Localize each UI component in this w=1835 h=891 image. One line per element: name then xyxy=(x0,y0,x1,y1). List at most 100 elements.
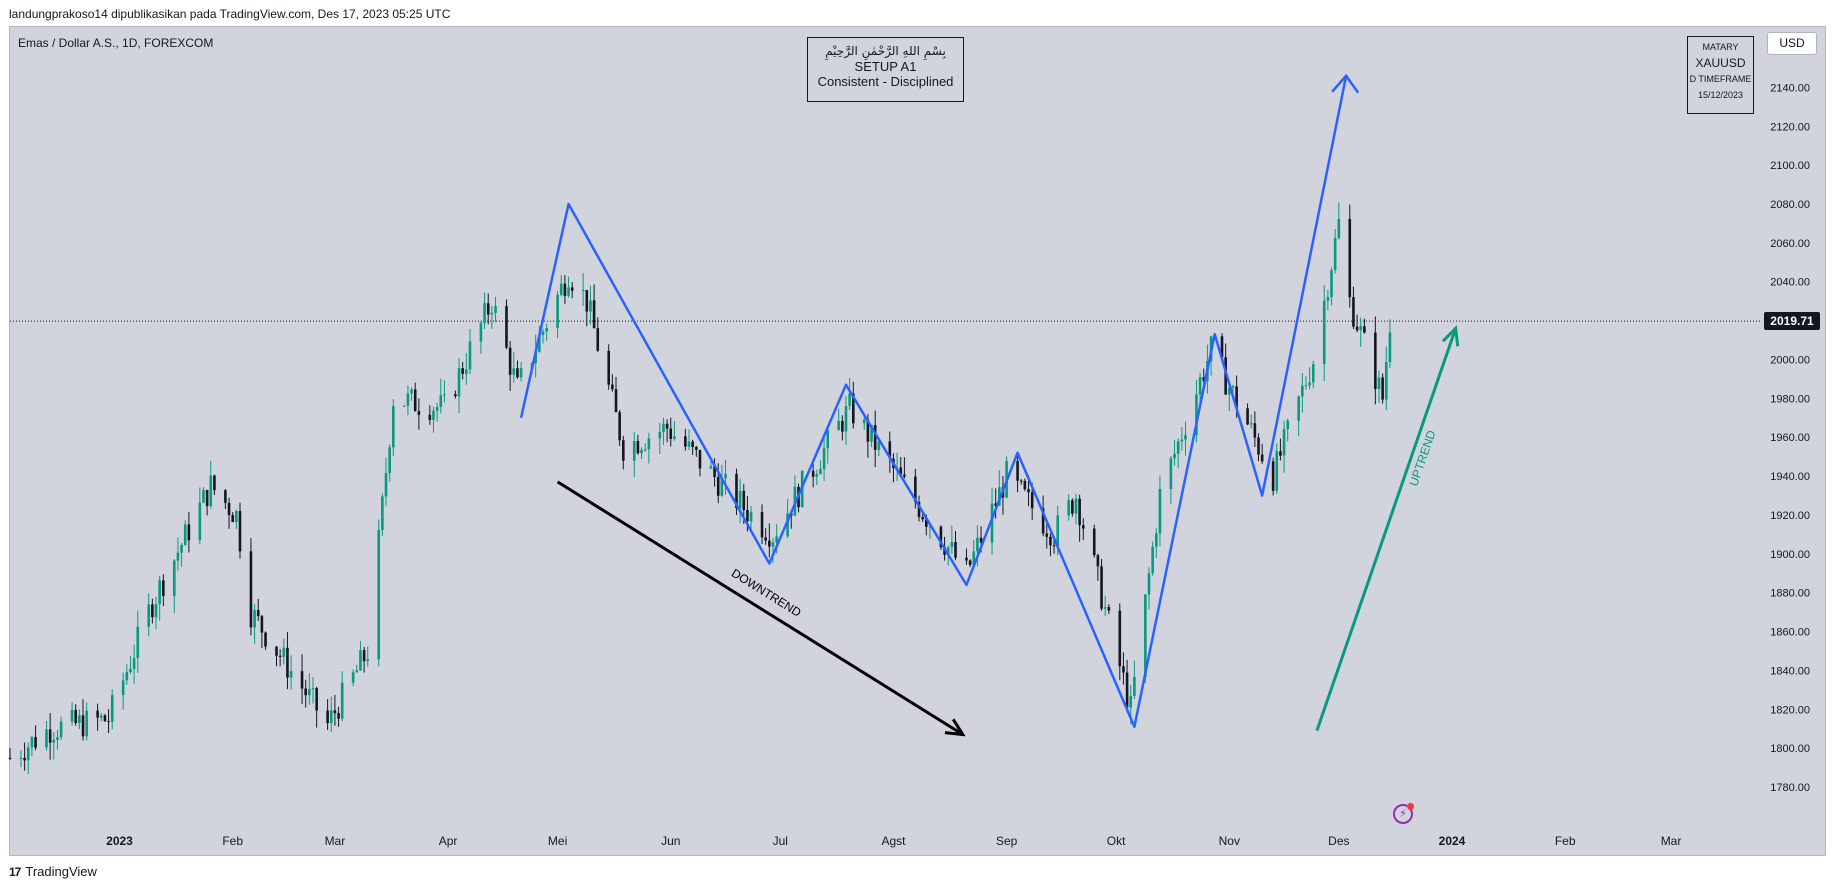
candle-body xyxy=(837,420,840,431)
candle-body xyxy=(121,680,125,696)
candle-body xyxy=(70,709,74,722)
candle-body xyxy=(709,466,713,469)
candle-body xyxy=(1355,326,1359,331)
candle-body xyxy=(235,511,238,523)
price-tick-label: 2040.00 xyxy=(1770,277,1810,289)
candle-body xyxy=(811,470,815,477)
candle-body xyxy=(253,610,256,628)
candle-body xyxy=(264,632,267,647)
candle-body xyxy=(673,436,676,439)
candle-body xyxy=(505,306,508,348)
time-tick-label: 2023 xyxy=(106,834,133,848)
tradingview-logo-icon[interactable]: 17 xyxy=(9,864,21,879)
price-tick-label: 1800.00 xyxy=(1770,743,1810,755)
candle-body xyxy=(490,312,494,315)
candle-body xyxy=(1304,385,1308,387)
candle-body xyxy=(1049,536,1052,546)
candle-body xyxy=(238,511,242,552)
price-tick-label: 1780.00 xyxy=(1770,782,1810,794)
candle-body xyxy=(19,757,23,759)
candle-body xyxy=(819,468,822,475)
price-tick-label: 2000.00 xyxy=(1770,354,1810,366)
candle-body xyxy=(844,406,848,432)
candle-body xyxy=(340,682,344,719)
candle-body xyxy=(607,350,611,385)
candle-body xyxy=(899,467,903,475)
candle-body xyxy=(329,710,333,724)
candle-body xyxy=(1118,610,1122,667)
candle-body xyxy=(1381,377,1384,400)
bismillah-text: بِسْمِ اللهِ الرَّحْمٰنِ الرَّحِيْمِ xyxy=(825,44,946,58)
time-tick-label: Jul xyxy=(773,834,788,848)
candle-body xyxy=(1282,429,1286,456)
candle-body xyxy=(738,490,742,509)
candle-body xyxy=(508,347,512,375)
time-tick-label: Mar xyxy=(1661,834,1682,848)
candle-body xyxy=(968,560,972,565)
candle-body xyxy=(132,658,136,669)
currency-button[interactable]: USD xyxy=(1767,32,1817,55)
candle-body xyxy=(665,423,669,429)
candle-body xyxy=(1224,357,1227,395)
candle-body xyxy=(917,501,921,518)
candle-body xyxy=(764,537,767,541)
candle-body xyxy=(939,526,943,548)
candle-body xyxy=(23,757,26,761)
candle-body xyxy=(1100,566,1103,609)
candle-body xyxy=(443,394,446,396)
candle-body xyxy=(742,490,746,510)
notification-dot xyxy=(1407,803,1414,810)
candle-body xyxy=(1125,672,1129,708)
price-tick-label: 1880.00 xyxy=(1770,588,1810,600)
candle-body xyxy=(413,389,417,412)
candle-body xyxy=(928,526,932,528)
candle-body xyxy=(1301,385,1304,397)
candle-body xyxy=(1019,480,1023,482)
footer-brand[interactable]: TradingView xyxy=(25,864,97,879)
candle-body xyxy=(1286,420,1290,430)
candle-body xyxy=(512,368,516,375)
candle-body xyxy=(658,431,662,439)
candle-body xyxy=(333,710,337,714)
candle-body xyxy=(1271,461,1275,491)
candle-body xyxy=(59,721,63,738)
candle-body xyxy=(556,294,559,328)
candle-body xyxy=(494,306,497,313)
candle-body xyxy=(1322,300,1326,365)
candle-body xyxy=(78,715,81,723)
time-tick-label: Agst xyxy=(881,834,906,848)
candle-body xyxy=(695,447,698,450)
candle-body xyxy=(771,542,775,547)
candle-body xyxy=(994,503,997,506)
candle-body xyxy=(81,715,85,737)
time-tick-label: Feb xyxy=(1555,834,1576,848)
symbol-label: Emas / Dollar A.S., 1D, FOREXCOM xyxy=(18,36,214,50)
flash-icon[interactable]: ⚡ xyxy=(1393,803,1414,824)
candle-body xyxy=(1092,528,1096,556)
candle-body xyxy=(822,448,826,469)
candle-body xyxy=(585,290,589,312)
price-tick-label: 2140.00 xyxy=(1770,82,1810,94)
candle-body xyxy=(596,328,600,351)
candle-body xyxy=(1388,332,1392,363)
candle-body xyxy=(392,406,395,448)
candles xyxy=(8,202,1392,775)
candle-body xyxy=(337,713,340,719)
candle-body xyxy=(1122,666,1125,673)
candle-body xyxy=(888,441,892,459)
card-brand: MATARY xyxy=(1702,42,1739,52)
price-tick-label: 1960.00 xyxy=(1770,432,1810,444)
candle-body xyxy=(662,423,665,432)
candle-body xyxy=(1041,508,1045,534)
candle-body xyxy=(366,659,370,662)
candle-body xyxy=(965,557,968,561)
candle-body xyxy=(56,737,59,740)
price-axis: 1780.00 1800.00 1820.00 1840.00 1860.00 1880.… xyxy=(1770,82,1810,794)
chart-pane[interactable] xyxy=(9,26,1826,856)
candle-body xyxy=(227,502,231,515)
candle-body xyxy=(950,542,954,548)
price-tick-label: 2100.00 xyxy=(1770,160,1810,172)
candle-body xyxy=(1246,408,1249,425)
